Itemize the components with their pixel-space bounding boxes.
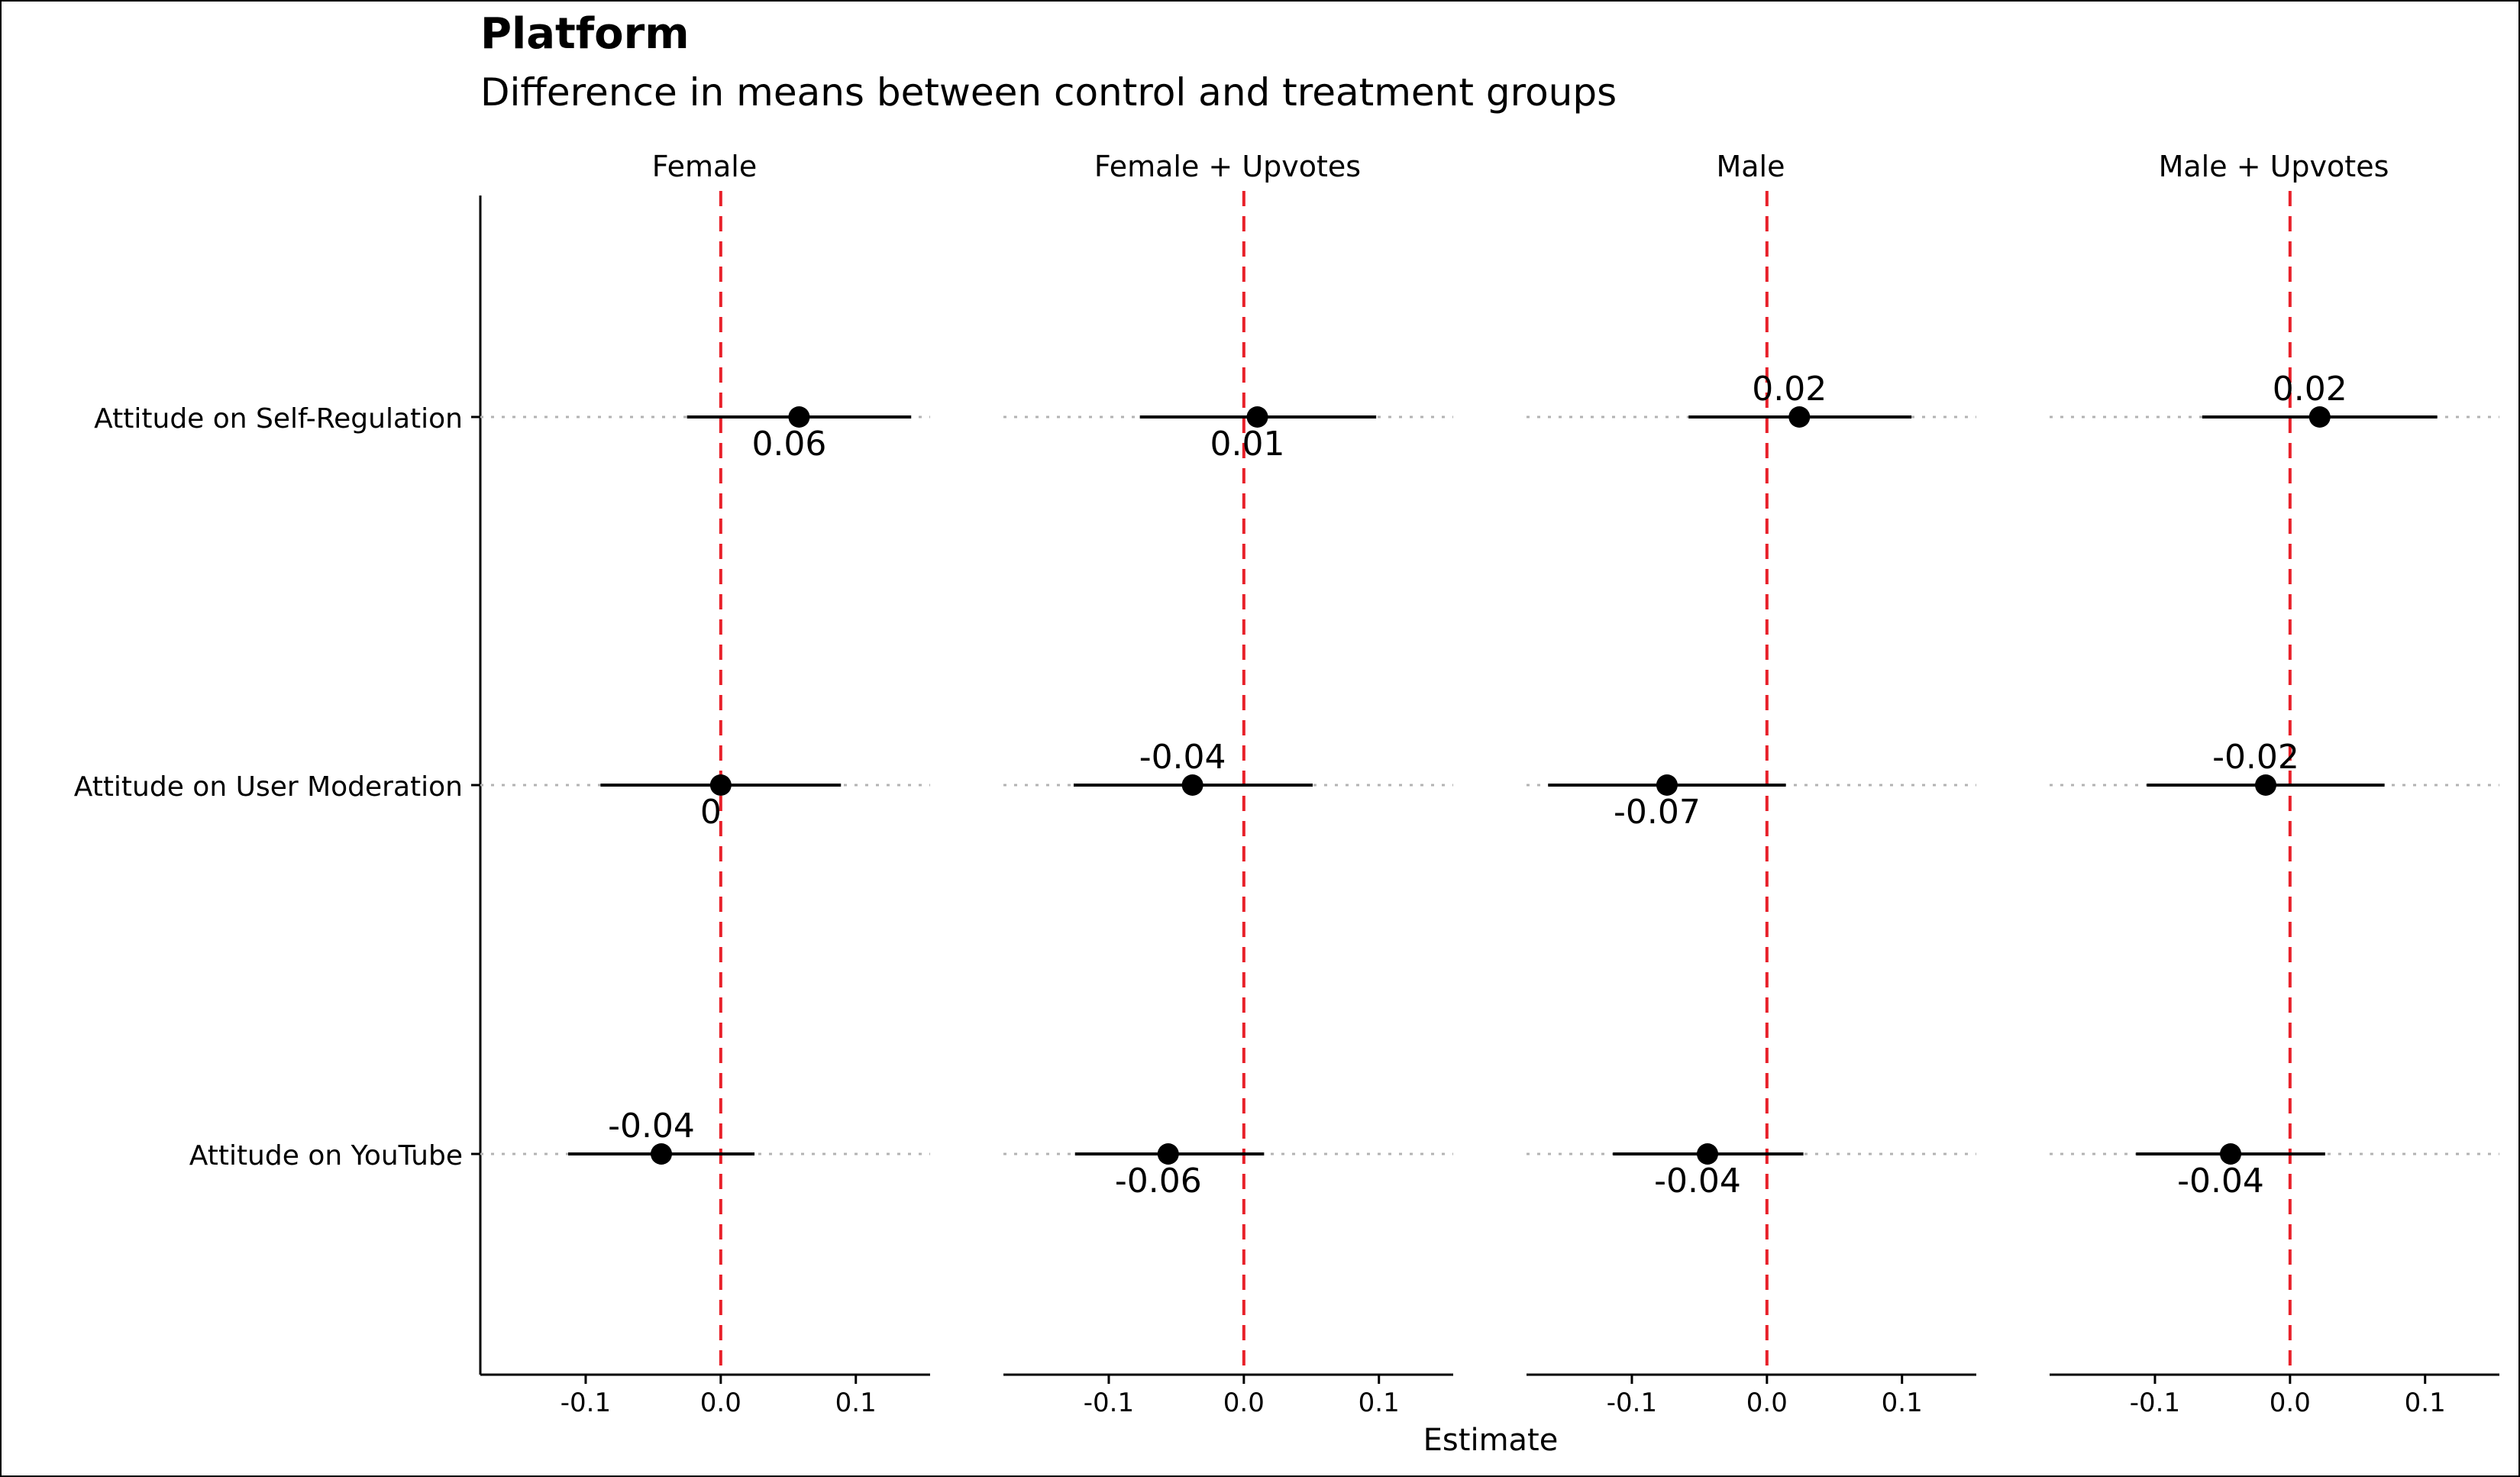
- x-tick-label: 0.0: [1746, 1388, 1788, 1418]
- data-label: 0.02: [1752, 370, 1827, 409]
- data-label: -0.04: [608, 1107, 695, 1146]
- y-tick-label: Attitude on YouTube: [189, 1140, 463, 1172]
- x-tick-label: -0.1: [2130, 1388, 2180, 1418]
- estimate-point: [1157, 1143, 1179, 1165]
- x-tick-label: 0.1: [1359, 1388, 1400, 1418]
- estimate-point: [2308, 406, 2331, 428]
- x-tick-label: 0.1: [835, 1388, 877, 1418]
- estimate-point: [2255, 774, 2277, 796]
- x-tick-label: -0.1: [561, 1388, 611, 1418]
- plot-layer: Attitude on Self-Regulation Attitude on U…: [74, 150, 2499, 1418]
- panel-label: Female + Upvotes: [1094, 150, 1361, 183]
- estimate-point: [2220, 1143, 2242, 1165]
- data-label: 0.01: [1210, 425, 1285, 464]
- y-tick-label: Attitude on User Moderation: [74, 771, 463, 803]
- x-tick-label: 0.0: [2270, 1388, 2311, 1418]
- estimate-point: [1181, 774, 1203, 796]
- data-label: 0.02: [2273, 370, 2347, 409]
- estimate-point: [1656, 774, 1678, 796]
- data-label: 0.06: [751, 425, 826, 464]
- data-label: -0.07: [1614, 793, 1701, 832]
- x-tick-label: -0.1: [1607, 1388, 1657, 1418]
- chart-title: Platform: [480, 9, 690, 59]
- data-label: -0.04: [1654, 1162, 1741, 1201]
- data-label: -0.06: [1115, 1162, 1202, 1201]
- x-tick-label: 0.1: [2405, 1388, 2446, 1418]
- panel-label: Male: [1716, 150, 1785, 183]
- x-tick-label: 0.1: [1882, 1388, 1923, 1418]
- x-axis-title: Estimate: [1423, 1423, 1559, 1458]
- x-tick-label: -0.1: [1084, 1388, 1134, 1418]
- estimate-point: [1246, 406, 1268, 428]
- estimate-point: [788, 406, 810, 428]
- panel-label: Male + Upvotes: [2159, 150, 2389, 183]
- estimate-point: [1788, 406, 1811, 428]
- estimate-point: [1697, 1143, 1719, 1165]
- data-label: -0.02: [2212, 738, 2299, 777]
- chart-subtitle: Difference in means between control and …: [480, 70, 1617, 115]
- data-label: 0: [700, 793, 722, 832]
- estimate-point: [651, 1143, 673, 1165]
- x-tick-label: 0.0: [700, 1388, 741, 1418]
- panel-label: Female: [652, 150, 757, 183]
- y-tick-label: Attitude on Self-Regulation: [94, 403, 463, 435]
- x-tick-label: 0.0: [1223, 1388, 1265, 1418]
- data-label: -0.04: [2177, 1162, 2264, 1201]
- estimate-point: [709, 774, 732, 796]
- data-label: -0.04: [1139, 738, 1226, 777]
